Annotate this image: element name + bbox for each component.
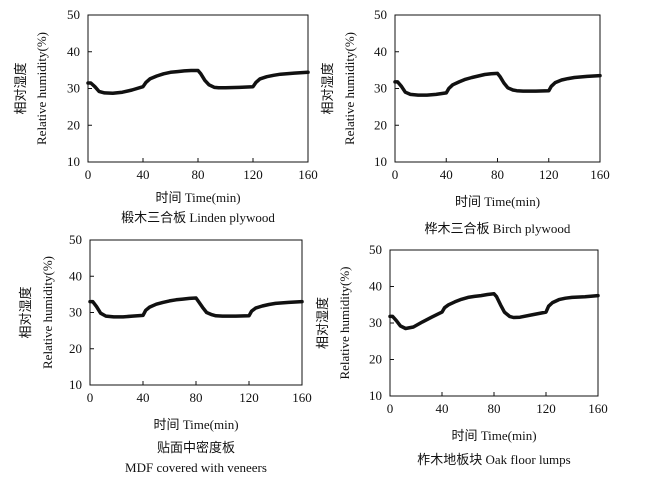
x-tick-label: 0 (392, 167, 399, 182)
x-axis-title: 时间 Time(min) (153, 417, 238, 432)
chart-panel-3: 10 20 30 40 50 0 40 80 120 160 相对湿度 Relative humidi… (18, 232, 312, 475)
x-tick-label: 120 (536, 401, 556, 416)
series-line (88, 296, 304, 319)
x-tick-label: 40 (436, 401, 449, 416)
plot-frame (89, 239, 303, 386)
y-axis-title: Relative humidity(%) (337, 266, 352, 379)
y-tick-label: 20 (374, 117, 387, 132)
panel-caption: 桦木三合板 Birch plywood (425, 221, 571, 236)
y-axis-title: Relative humidity(%) (342, 32, 357, 145)
series-line (393, 71, 602, 97)
y-tick-label: 30 (369, 315, 382, 330)
x-tick-label: 80 (192, 167, 205, 182)
x-tick-label: 0 (387, 401, 394, 416)
y-axis-title: Relative humidity(%) (40, 256, 55, 369)
y-tick-label: 10 (369, 388, 382, 403)
panel-caption: 椴木三合板 Linden plywood (121, 210, 275, 225)
panel-caption: 贴面中密度板 (157, 440, 235, 455)
panel-caption: 柞木地板块 Oak floor lumps (417, 452, 570, 467)
y-axis-title-cn: 相对湿度 (320, 62, 335, 114)
x-tick-label: 160 (588, 401, 608, 416)
x-tick-label: 80 (491, 167, 504, 182)
y-tick-label: 20 (67, 117, 80, 132)
y-tick-label: 40 (67, 44, 80, 59)
y-axis-title: Relative humidity(%) (34, 32, 49, 145)
y-tick-label: 40 (374, 44, 387, 59)
x-axis-title: 时间 Time(min) (155, 190, 240, 205)
y-tick-label: 40 (369, 279, 382, 294)
y-tick-label: 10 (67, 154, 80, 169)
x-tick-label: 160 (590, 167, 610, 182)
chart-panel-2: 10 20 30 40 50 0 40 80 120 160 相对湿度 Relative humidi… (320, 7, 610, 236)
y-tick-label: 10 (69, 377, 82, 392)
y-tick-label: 30 (67, 81, 80, 96)
plot-frame (394, 14, 601, 163)
x-axis-title: 时间 Time(min) (451, 428, 536, 443)
x-tick-label: 120 (243, 167, 263, 182)
y-axis-title-cn: 相对湿度 (18, 286, 33, 338)
y-tick-label: 10 (374, 154, 387, 169)
x-tick-label: 160 (292, 390, 312, 405)
x-tick-label: 0 (85, 167, 92, 182)
x-tick-label: 40 (440, 167, 453, 182)
x-tick-label: 120 (539, 167, 559, 182)
x-tick-label: 40 (137, 390, 150, 405)
x-axis-title: 时间 Time(min) (455, 194, 540, 209)
x-tick-label: 160 (298, 167, 318, 182)
series-line (388, 292, 600, 331)
y-tick-label: 30 (374, 81, 387, 96)
y-axis-title-cn: 相对湿度 (13, 62, 28, 114)
y-tick-label: 50 (369, 242, 382, 257)
x-tick-label: 40 (137, 167, 150, 182)
x-tick-label: 80 (190, 390, 203, 405)
x-tick-label: 0 (87, 390, 94, 405)
y-tick-label: 20 (369, 352, 382, 367)
panel-caption: MDF covered with veneers (125, 460, 267, 475)
series-line (86, 68, 310, 96)
chart-panel-1: 10 20 30 40 50 0 40 80 120 160 相对湿度 Relative humidi… (13, 7, 318, 225)
y-tick-label: 50 (69, 232, 82, 247)
y-tick-label: 20 (69, 341, 82, 356)
chart-panel-4: 10 20 30 40 50 0 40 80 120 160 相对湿度 Relative humidi… (315, 242, 608, 467)
y-tick-label: 50 (374, 7, 387, 22)
y-tick-label: 30 (69, 305, 82, 320)
x-tick-label: 80 (488, 401, 501, 416)
y-tick-label: 40 (69, 268, 82, 283)
y-tick-label: 50 (67, 7, 80, 22)
plot-frame (87, 14, 309, 163)
x-tick-label: 120 (239, 390, 259, 405)
y-axis-title-cn: 相对湿度 (315, 297, 330, 349)
